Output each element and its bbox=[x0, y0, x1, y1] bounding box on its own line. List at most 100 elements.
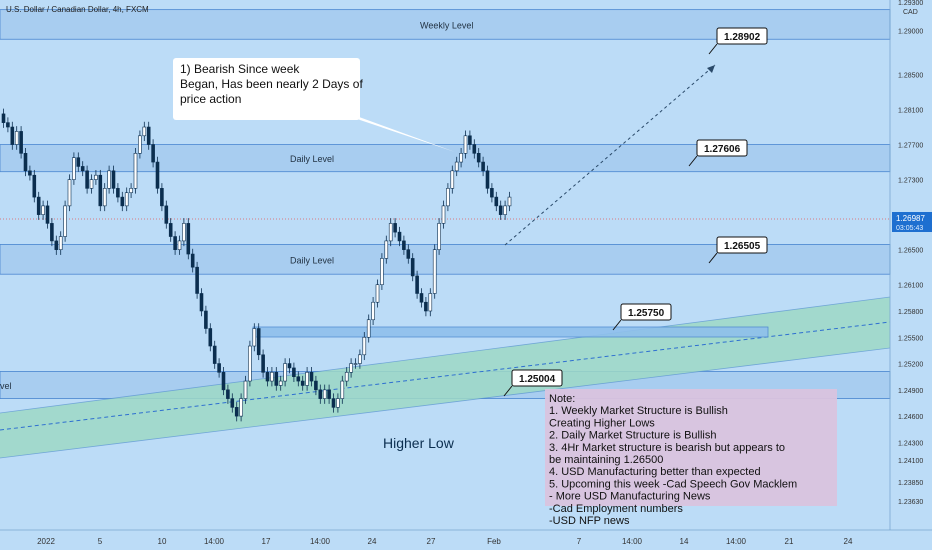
note-box[interactable]: Note:1. Weekly Market Structure is Bulli… bbox=[545, 389, 837, 527]
x-tick-label: 5 bbox=[98, 537, 103, 546]
candle-body bbox=[212, 345, 217, 364]
candle-body bbox=[375, 284, 380, 303]
candle-body bbox=[327, 389, 331, 399]
candle-body bbox=[507, 196, 512, 207]
zone-1-25750 bbox=[252, 326, 769, 338]
candle-body bbox=[344, 372, 349, 382]
note-line: 1. Weekly Market Structure is Bullish bbox=[549, 405, 728, 417]
candle-body bbox=[459, 153, 463, 163]
channel-bottom-line bbox=[0, 347, 891, 459]
x-tick-label: 2022 bbox=[37, 537, 55, 546]
candle-body bbox=[155, 161, 160, 189]
candle-body bbox=[67, 179, 72, 207]
current-price-tag: 1.26987 03:05:43 bbox=[892, 212, 932, 232]
level-tag-pointer bbox=[612, 319, 622, 331]
y-tick-label: 1.27700 bbox=[898, 143, 923, 150]
candle-body bbox=[186, 223, 191, 255]
level-tag-label: 1.27606 bbox=[704, 144, 741, 155]
note-line: -Cad Employment numbers bbox=[549, 503, 683, 515]
candle-body bbox=[173, 236, 177, 250]
time-axis[interactable]: 2022 5 10 14:00 17 14:00 24 27 Feb 7 14:00 14 14:00 2… bbox=[0, 529, 932, 546]
candle-body bbox=[256, 328, 261, 356]
y-tick-label: 1.25200 bbox=[898, 362, 923, 369]
candle-body bbox=[278, 380, 283, 386]
candle-body bbox=[124, 192, 129, 207]
candle-body bbox=[142, 126, 147, 137]
level-tags: 1.28902 1.27606 1.26505 1.25750 1.25004 bbox=[503, 27, 768, 397]
candle-body bbox=[296, 376, 301, 382]
candle-body bbox=[243, 380, 248, 399]
candle-body bbox=[208, 328, 213, 347]
candle-body bbox=[72, 157, 76, 180]
bearish-callout[interactable]: 1) Bearish Since week Began, Has been ne… bbox=[173, 58, 455, 152]
candle-body bbox=[349, 363, 353, 373]
candle-body bbox=[261, 354, 265, 373]
zone-label-3: vel bbox=[0, 381, 12, 391]
level-tag-label: 1.26505 bbox=[724, 241, 761, 252]
x-tick-label: 21 bbox=[785, 537, 794, 546]
candle-body bbox=[45, 205, 50, 224]
candle-body bbox=[503, 205, 507, 215]
x-tick-label: 10 bbox=[158, 537, 167, 546]
candle-body bbox=[28, 170, 32, 176]
candle-body bbox=[454, 161, 459, 172]
level-tag-box bbox=[696, 139, 748, 157]
candle-body bbox=[190, 253, 195, 268]
level-tag-pointer bbox=[708, 252, 718, 264]
candle-body bbox=[318, 389, 323, 399]
y-tick-label: 1.23630 bbox=[898, 499, 923, 506]
y-tick-label: 1.29000 bbox=[898, 29, 923, 36]
candle-body bbox=[415, 275, 419, 294]
candle-body bbox=[353, 363, 358, 365]
level-tag-box bbox=[716, 236, 768, 254]
candle-body bbox=[85, 170, 89, 189]
note-line: 5. Upcoming this week -Cad Speech Gov Ma… bbox=[549, 478, 797, 490]
candle-body bbox=[41, 205, 45, 215]
level-tag-pointer bbox=[688, 155, 698, 167]
candle-body bbox=[283, 363, 287, 382]
candle-body bbox=[94, 174, 98, 180]
x-tick-labels: 2022 5 10 14:00 17 14:00 24 27 Feb 7 14:00 14 14:00 2… bbox=[37, 537, 853, 546]
x-tick-label: 27 bbox=[427, 537, 436, 546]
candle-body bbox=[76, 157, 81, 167]
candle-body bbox=[98, 174, 103, 207]
y-tick-label: 1.25500 bbox=[898, 335, 923, 342]
y-tick-label: 1.25800 bbox=[898, 309, 923, 316]
candle-body bbox=[226, 389, 230, 399]
candle-body bbox=[388, 223, 393, 242]
note-line: -USD NFP news bbox=[549, 515, 630, 527]
channel-top-line bbox=[0, 296, 891, 414]
candle-body bbox=[151, 144, 155, 163]
callout-line-3: price action bbox=[180, 92, 241, 106]
candle-body bbox=[366, 319, 371, 338]
candle-body bbox=[424, 301, 428, 312]
level-tag-label: 1.28902 bbox=[724, 32, 761, 43]
projection-arrow-head bbox=[707, 65, 715, 73]
price-tag-value: 1.26987 bbox=[896, 214, 925, 223]
candle-body bbox=[446, 188, 450, 207]
callout-box bbox=[173, 58, 360, 120]
candle-body bbox=[230, 398, 235, 408]
level-tag-box bbox=[511, 369, 563, 387]
y-tick-label: 1.29300 bbox=[898, 0, 923, 7]
price-axis[interactable]: CAD 1.29300 1.29000 1.28500 1.28100 1.27700 1… bbox=[889, 0, 932, 530]
candle-body bbox=[168, 223, 173, 237]
callout-line-1: 1) Bearish Since week bbox=[180, 62, 300, 76]
candle-body bbox=[1, 113, 6, 123]
level-tag-label: 1.25750 bbox=[628, 308, 665, 319]
candle-body bbox=[195, 266, 199, 294]
candle-body bbox=[380, 258, 384, 286]
candle-body bbox=[63, 205, 67, 237]
candle-body bbox=[111, 170, 116, 189]
candle-body bbox=[362, 336, 367, 356]
candle-body bbox=[177, 240, 182, 250]
higher-low-label: Higher Low bbox=[383, 435, 455, 451]
candle-body bbox=[58, 236, 63, 250]
candle-body bbox=[252, 328, 257, 347]
candle-body bbox=[102, 188, 107, 207]
level-tag-box bbox=[620, 303, 672, 321]
x-tick-label: 14:00 bbox=[726, 537, 747, 546]
candle-body bbox=[472, 144, 477, 154]
callout-pointer bbox=[340, 110, 455, 152]
